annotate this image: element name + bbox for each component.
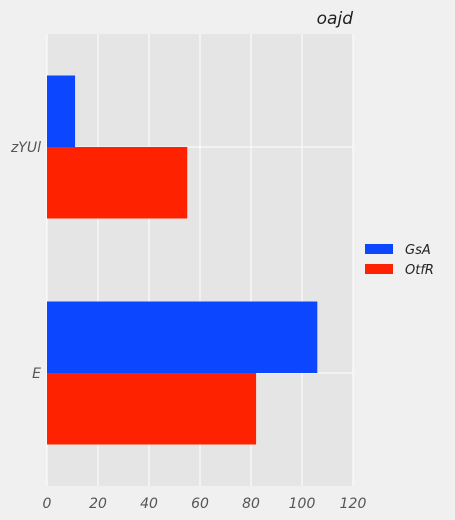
x-tick-label: 0	[43, 496, 52, 512]
bar-GsA-E	[47, 301, 318, 373]
bars	[47, 75, 318, 445]
bar-OtfR-zYUl	[47, 147, 188, 219]
y-tick-label: E	[32, 366, 41, 382]
legend-label: OtfR	[405, 263, 434, 278]
x-tick-label: 80	[242, 496, 260, 512]
x-tick-label: 60	[191, 496, 209, 512]
bar-OtfR-E	[47, 373, 257, 445]
legend: GsA OtfR	[365, 243, 434, 278]
x-tick-label: 40	[140, 496, 158, 512]
y-axis-ticks: zYUl E	[10, 140, 41, 382]
legend-swatch	[365, 244, 393, 254]
legend-label: GsA	[405, 243, 431, 258]
x-tick-label: 120	[340, 496, 367, 512]
chart-title: oajd	[317, 9, 354, 29]
x-tick-label: 20	[89, 496, 107, 512]
bar-GsA-zYUl	[47, 75, 76, 147]
x-tick-label: 100	[289, 496, 316, 512]
x-axis-ticks: 0 20 40 60 80 100 120	[43, 496, 367, 512]
y-tick-label: zYUl	[10, 140, 41, 156]
legend-swatch	[365, 264, 393, 274]
